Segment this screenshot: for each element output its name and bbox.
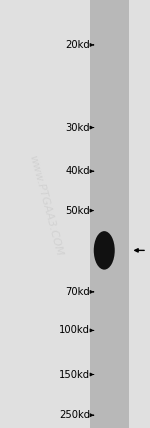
Text: 50kd: 50kd <box>65 205 90 216</box>
Text: 40kd: 40kd <box>65 166 90 176</box>
Text: 20kd: 20kd <box>65 40 90 50</box>
Text: 100kd: 100kd <box>59 325 90 336</box>
Text: 250kd: 250kd <box>59 410 90 420</box>
Bar <box>90 0 129 428</box>
Text: 150kd: 150kd <box>59 369 90 380</box>
Ellipse shape <box>94 231 115 270</box>
Text: www.PTGAA3.COM: www.PTGAA3.COM <box>27 154 63 257</box>
Text: 70kd: 70kd <box>65 287 90 297</box>
Text: 30kd: 30kd <box>65 122 90 133</box>
